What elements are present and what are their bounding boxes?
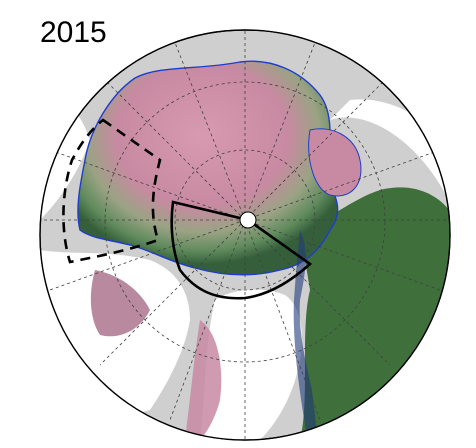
year-label: 2015 <box>40 16 107 49</box>
east-siberian-ice <box>308 128 362 197</box>
region-outline-dashed <box>62 118 162 264</box>
greenland-coast-ice <box>185 320 222 440</box>
ice-edge-band <box>293 230 318 440</box>
archipelago-ice <box>90 270 150 337</box>
map-border <box>39 29 451 441</box>
meridian-lines <box>40 30 450 440</box>
region-outline-solid <box>170 200 313 300</box>
land-greenland <box>200 289 302 440</box>
sea-ice-pack <box>77 60 339 276</box>
latitude-circle-70 <box>104 81 386 363</box>
latitude-circle-80 <box>174 149 316 291</box>
pole-hole-marker <box>239 211 257 229</box>
